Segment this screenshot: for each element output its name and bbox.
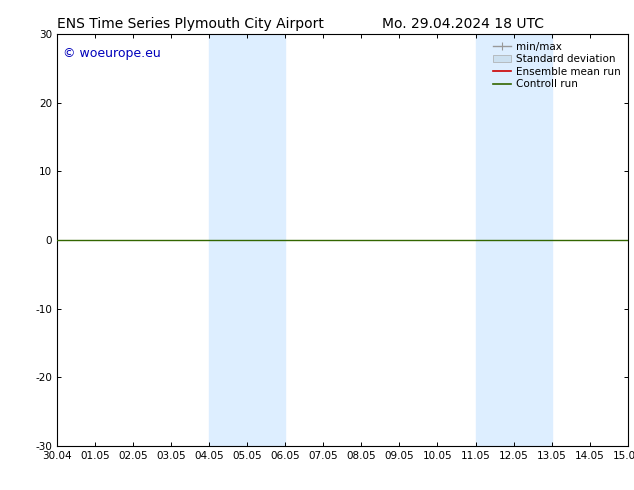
Text: Mo. 29.04.2024 18 UTC: Mo. 29.04.2024 18 UTC xyxy=(382,17,544,31)
Bar xyxy=(476,34,514,446)
Text: © woeurope.eu: © woeurope.eu xyxy=(63,47,160,60)
Bar xyxy=(209,34,247,446)
Bar xyxy=(247,34,285,446)
Text: ENS Time Series Plymouth City Airport: ENS Time Series Plymouth City Airport xyxy=(57,17,323,31)
Bar xyxy=(514,34,552,446)
Legend: min/max, Standard deviation, Ensemble mean run, Controll run: min/max, Standard deviation, Ensemble me… xyxy=(491,40,623,92)
